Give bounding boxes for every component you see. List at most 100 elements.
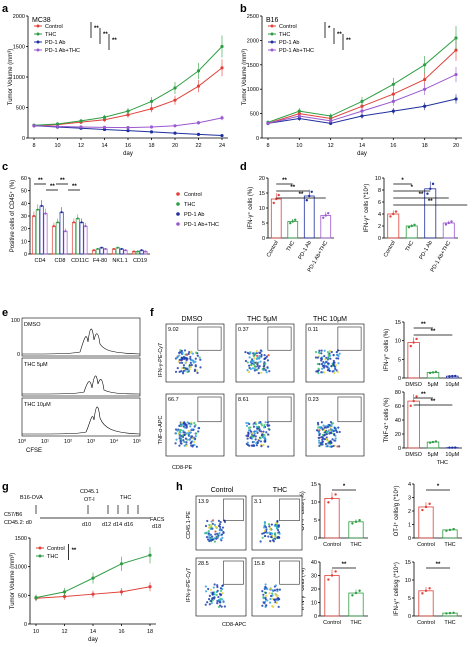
facs-dot [333, 371, 336, 375]
facs-dot [328, 369, 331, 372]
data-point [392, 212, 395, 216]
facs-dot [181, 372, 185, 375]
y-tick-label: 40 [21, 201, 27, 207]
facs-dot [189, 425, 192, 428]
data-point [322, 216, 325, 219]
data-point [266, 121, 270, 125]
facs-gate [279, 498, 300, 521]
histogram-xtick: 10² [64, 439, 72, 445]
facs-dot [211, 538, 214, 541]
legend-label: Control [45, 24, 63, 30]
sig-mark: ** [103, 32, 108, 38]
facs-xlabel-cd8: CD8-PE [172, 465, 193, 471]
facs-dot [252, 440, 256, 444]
data-point [448, 528, 452, 532]
facs-dot [190, 423, 193, 426]
facs-dot [328, 429, 331, 432]
schematic-day: d12 [102, 522, 111, 528]
facs-dot [206, 519, 209, 523]
y-tick-label: 5 [398, 357, 401, 363]
facs-dot [194, 365, 197, 368]
data-point [305, 199, 308, 202]
data-point [351, 594, 354, 597]
data-point [79, 119, 83, 123]
x-tick-label: NK1.1 [112, 258, 127, 264]
facs-dot [253, 357, 256, 360]
facs-dot [323, 371, 326, 374]
facs-dot [268, 424, 271, 427]
facs-dot [185, 441, 188, 444]
facs-dot [264, 605, 267, 609]
data-point [426, 192, 429, 195]
facs-dot [265, 604, 268, 607]
sig-mark: * [401, 178, 404, 184]
x-tick-label: THC [444, 620, 455, 626]
facs-dot [278, 588, 281, 591]
facs-dot [264, 596, 267, 600]
x-axis-label: day [123, 151, 133, 157]
facs-dot [257, 372, 260, 375]
facs-dot [266, 599, 269, 602]
facs-dot [318, 352, 321, 355]
bar [424, 188, 437, 239]
facs-dot [176, 429, 179, 432]
facs-dot [221, 592, 224, 595]
facs-plot: 13.9 [195, 495, 247, 551]
y-tick-label: 20 [395, 432, 401, 438]
facs-plot: 3.1 [251, 495, 303, 551]
data-point [421, 592, 424, 595]
legend-marker [270, 24, 274, 28]
facs-gate [197, 396, 222, 423]
data-point [149, 130, 154, 134]
facs-dot [191, 352, 194, 355]
legend-label: THC [184, 202, 195, 208]
facs-dot [334, 367, 337, 371]
facs-dot [256, 368, 259, 371]
facs-dot [213, 593, 216, 596]
facs-gate [197, 326, 222, 351]
y-tick-label: 30 [311, 574, 317, 580]
facs-dot [314, 350, 318, 354]
facs-dot [329, 431, 333, 434]
facs-dot [190, 444, 193, 447]
data-point [79, 125, 83, 129]
data-point [434, 370, 438, 374]
data-point [297, 114, 301, 118]
facs-dot [218, 523, 221, 526]
y-tick-label: 10 [311, 601, 317, 607]
facs-dot [218, 531, 221, 535]
facs-dot [263, 364, 266, 367]
data-point [32, 124, 36, 128]
bar-chart-h3: 0 10 20 30 40 IFN-γ⁺ cells (%) Control THC ** [299, 560, 368, 626]
panel-label-b: b [240, 3, 247, 15]
facs-dot [274, 593, 277, 596]
facs-col-title-dmso: DMSO [182, 316, 204, 323]
facs-dot [270, 523, 273, 526]
sig-mark: ** [421, 392, 426, 398]
schematic-mouse-2: CD45.2: d0 [4, 520, 32, 526]
bar [75, 218, 80, 255]
facs-dot [215, 526, 218, 529]
facs-dot [192, 361, 195, 364]
facs-dot [216, 585, 219, 589]
legend-label: Control [184, 192, 202, 198]
histogram-xtick: 10³ [87, 439, 95, 445]
facs-dot [194, 357, 197, 360]
facs-dot [323, 438, 326, 441]
sig-mark: * [411, 185, 414, 191]
bar [324, 497, 340, 539]
facs-dot [174, 370, 178, 373]
data-point [220, 133, 224, 138]
x-group-label: THC [437, 460, 448, 466]
facs-dot [245, 424, 249, 427]
y-axis-label: Tumor Volume (mm³) [242, 49, 248, 105]
histogram-curve-thc5 [21, 375, 141, 395]
y-tick-label: 1000 [15, 565, 27, 571]
facs-plot: 0.37 [235, 323, 295, 383]
facs-dot [244, 351, 247, 354]
facs-dot [333, 439, 336, 442]
facs-dot [336, 445, 339, 448]
data-point [327, 501, 330, 504]
facs-dot [263, 436, 266, 440]
facs-dot [325, 431, 329, 434]
